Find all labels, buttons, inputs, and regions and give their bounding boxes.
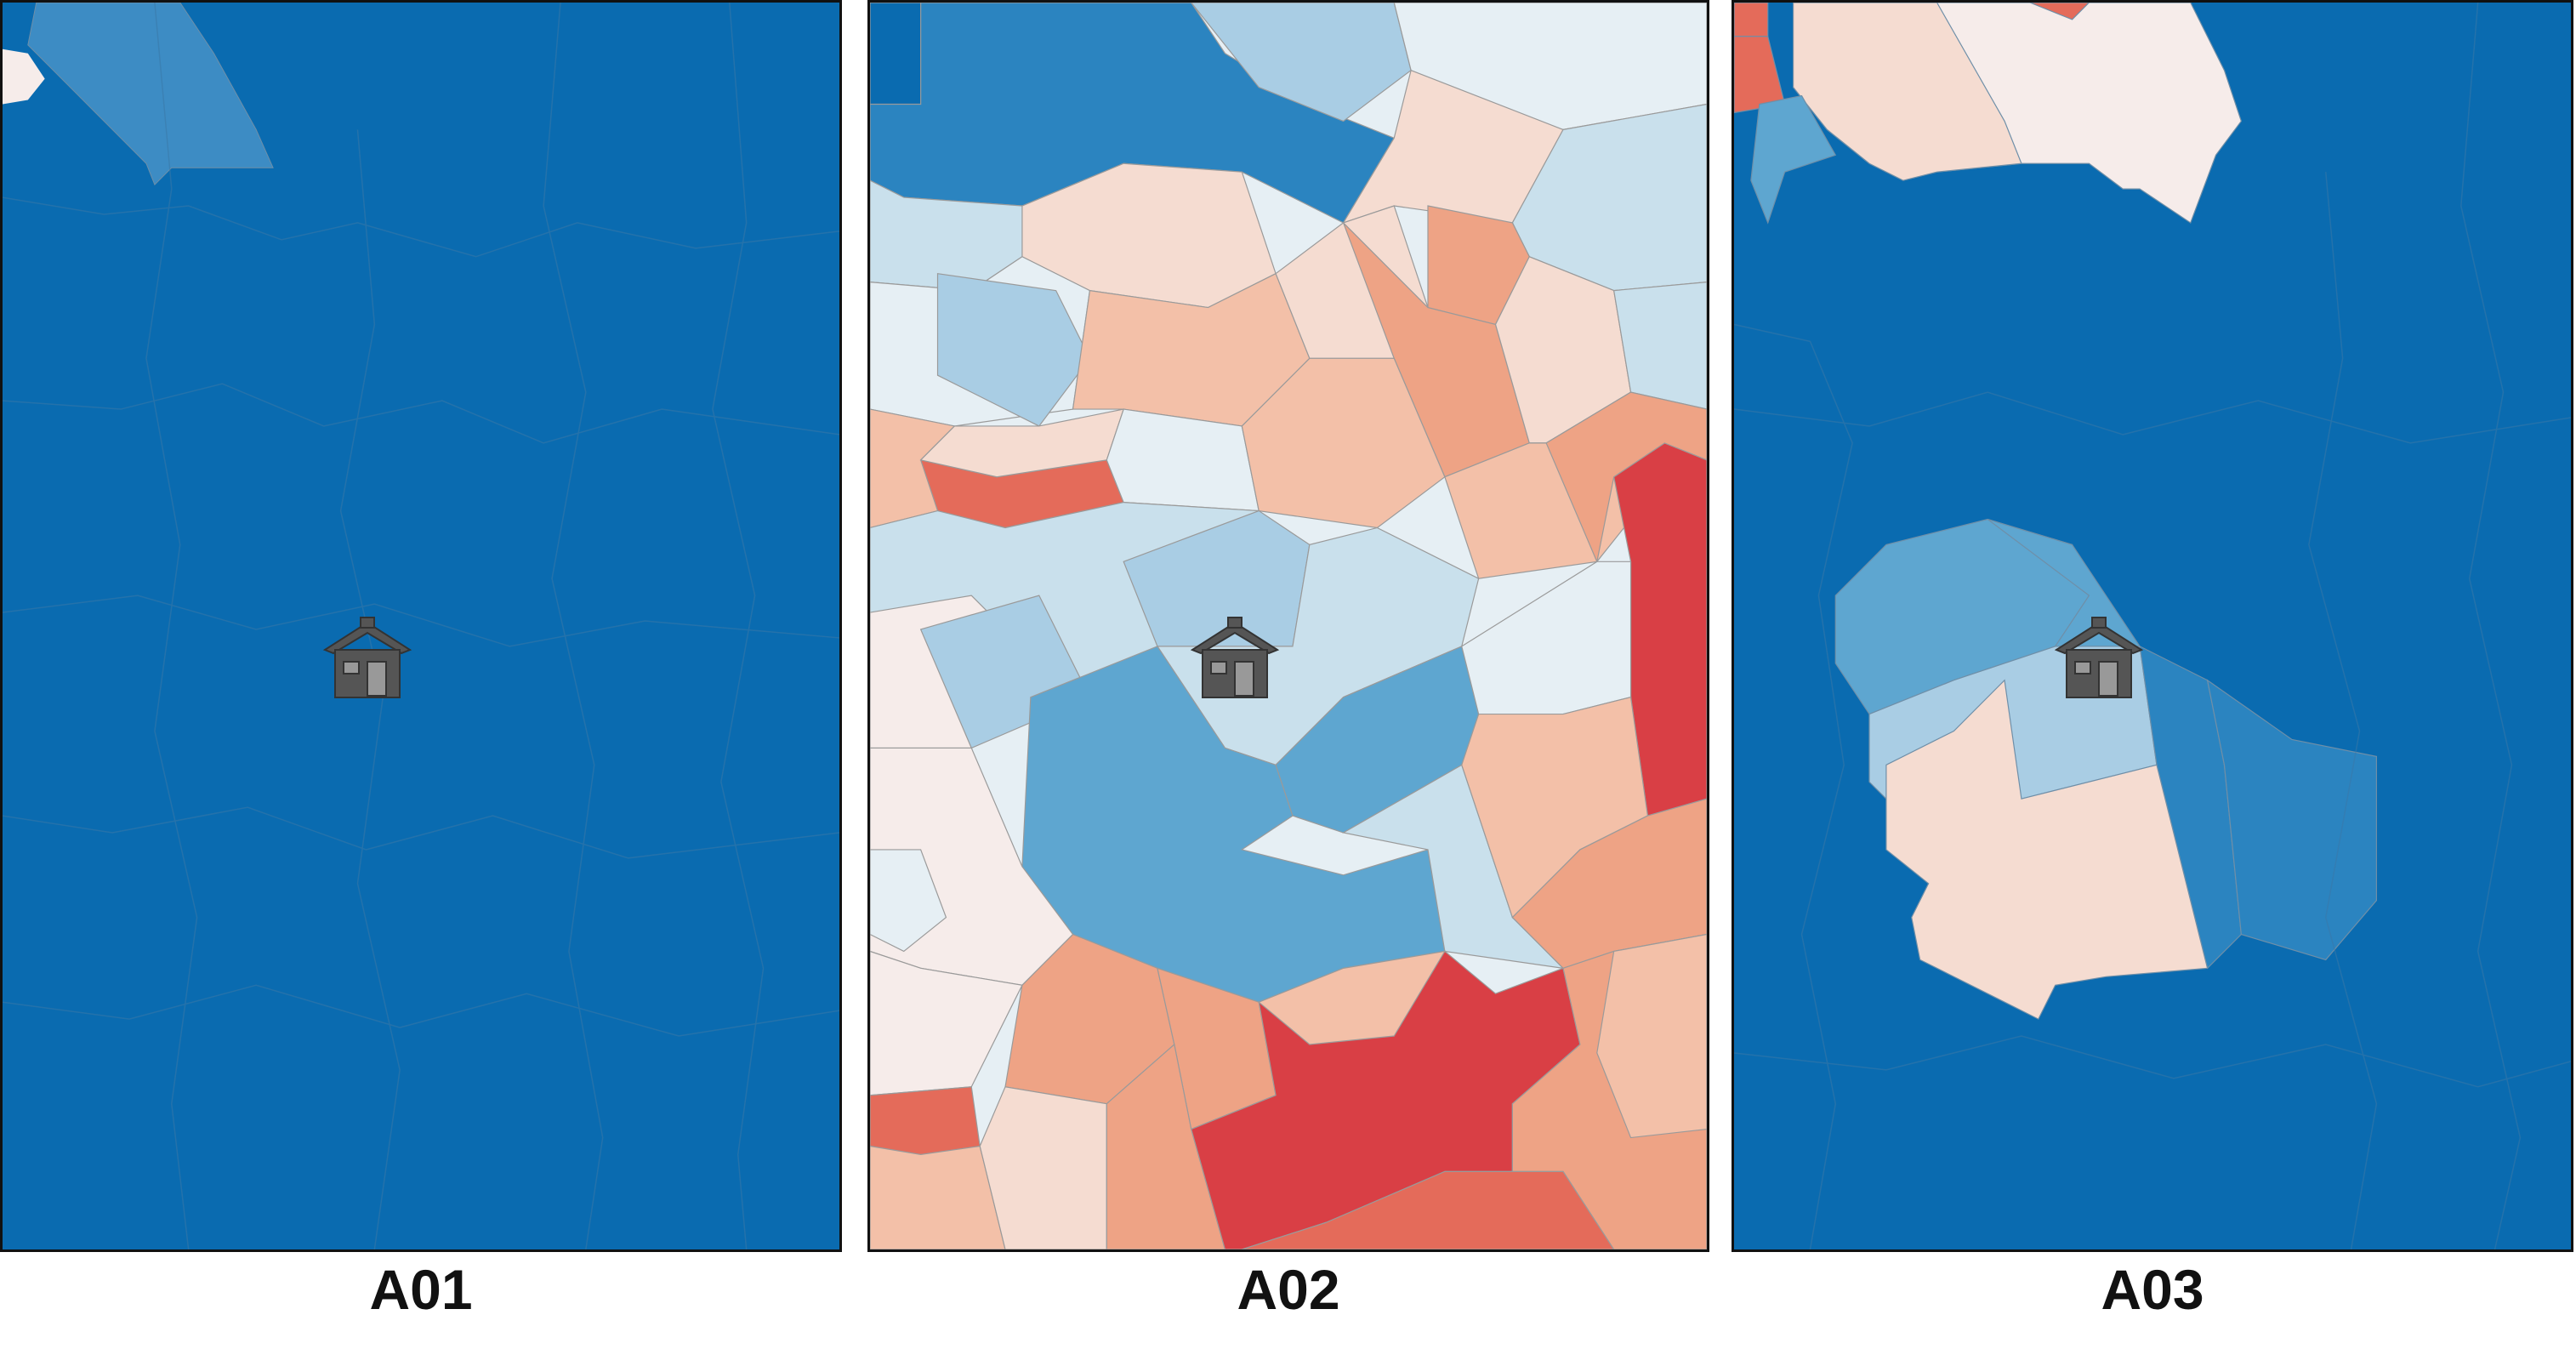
region-nw — [27, 3, 274, 186]
regions — [1734, 3, 2377, 1020]
choropleth-a02 — [870, 3, 1707, 1249]
regions — [870, 3, 1707, 1249]
region-nw-corner — [3, 48, 45, 105]
region-base — [3, 3, 839, 1249]
choropleth-a03 — [1734, 3, 2571, 1249]
house-icon — [2048, 614, 2150, 699]
panel-label-a01: A01 — [369, 1258, 473, 1321]
panel-label-a03: A03 — [2101, 1258, 2204, 1321]
map-panel-a02[interactable] — [867, 0, 1709, 1252]
choropleth-a01 — [3, 3, 839, 1249]
region-boundaries — [1734, 3, 2571, 1249]
house-icon — [316, 614, 418, 699]
map-panel-a01[interactable] — [0, 0, 842, 1252]
map-panel-a03[interactable] — [1732, 0, 2573, 1252]
house-icon — [1184, 614, 1286, 699]
panel-label-a02: A02 — [1237, 1258, 1340, 1321]
